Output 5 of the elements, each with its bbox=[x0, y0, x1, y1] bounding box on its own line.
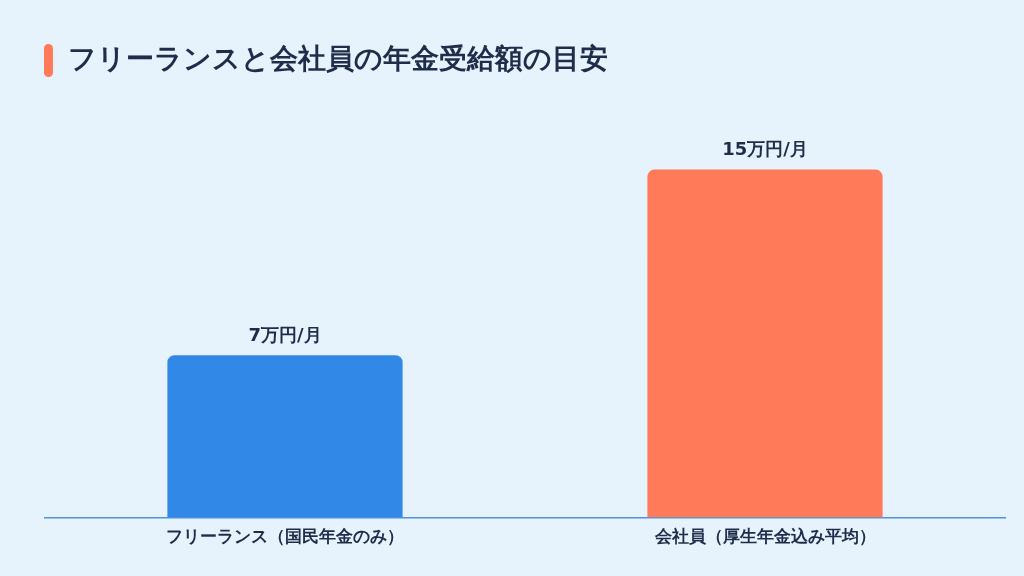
x-tick-label: フリーランス（国民年金のみ） bbox=[166, 526, 404, 547]
data-label: 7万円/月 bbox=[248, 323, 322, 345]
data-label: 15万円/月 bbox=[722, 138, 808, 160]
x-tick-label: 会社員（厚生年金込み平均） bbox=[653, 526, 876, 547]
chart-title: フリーランスと会社員の年金受給額の目安 bbox=[68, 41, 608, 77]
